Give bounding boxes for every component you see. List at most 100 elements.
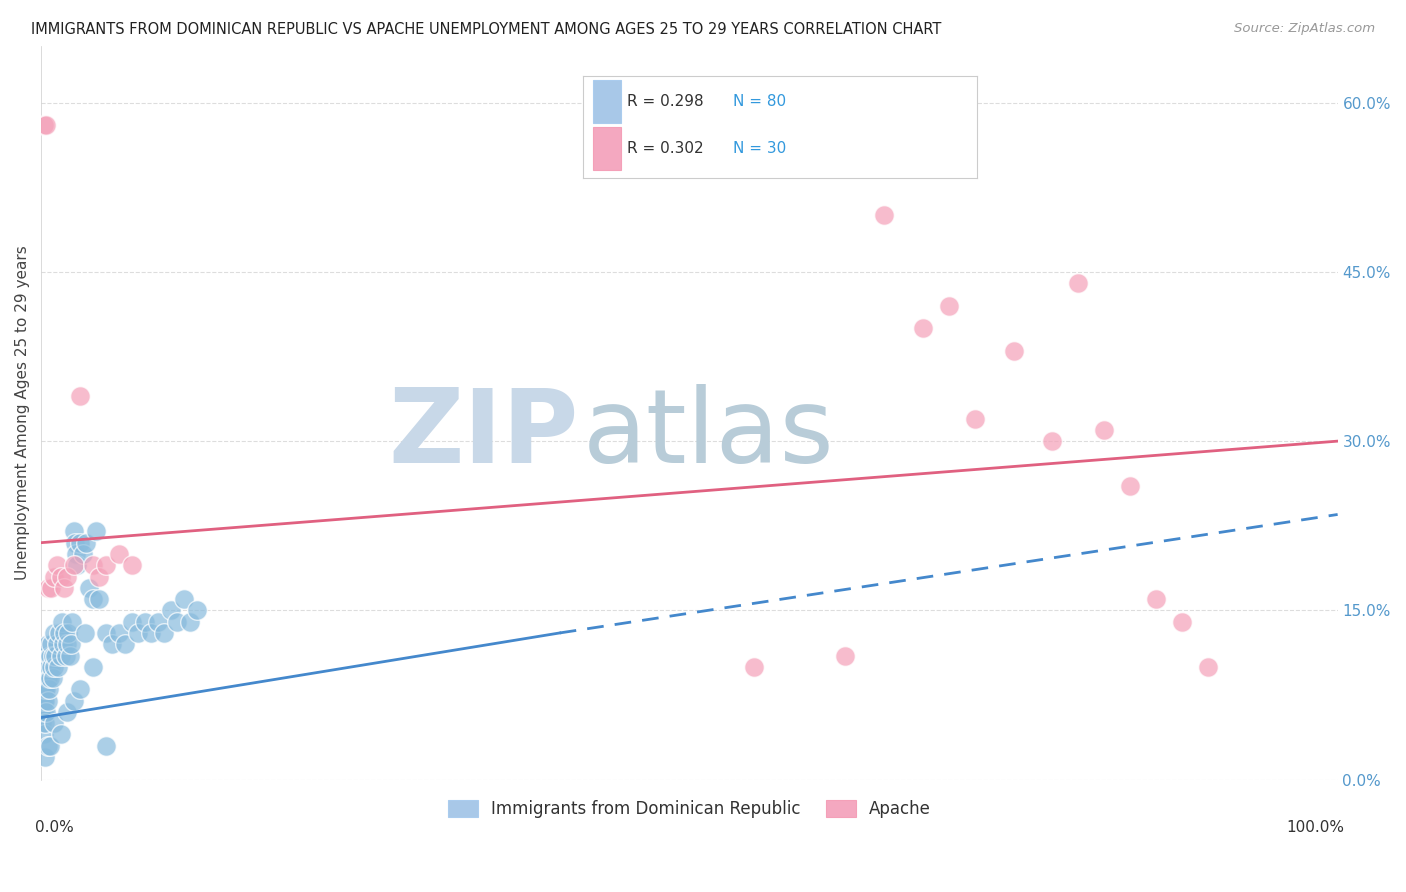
Point	[31, 716, 53, 731]
Point	[62, 693, 84, 707]
Point	[76, 535, 98, 549]
Point	[911, 321, 934, 335]
Point	[42, 716, 65, 731]
Point	[48, 626, 70, 640]
Point	[52, 637, 75, 651]
Point	[938, 299, 960, 313]
Point	[1042, 434, 1064, 449]
Text: 0.0%: 0.0%	[35, 820, 73, 835]
Point	[65, 547, 87, 561]
Point	[42, 660, 65, 674]
Point	[60, 615, 83, 629]
Point	[31, 682, 53, 697]
Point	[77, 581, 100, 595]
Point	[37, 637, 59, 651]
Point	[58, 626, 80, 640]
Point	[82, 592, 104, 607]
Point	[127, 626, 149, 640]
Text: N = 80: N = 80	[733, 94, 786, 109]
Point	[42, 648, 65, 663]
Point	[108, 626, 131, 640]
Point	[34, 750, 56, 764]
Point	[38, 682, 60, 697]
Point	[49, 648, 72, 663]
Point	[1171, 615, 1194, 629]
Point	[69, 682, 91, 697]
Text: IMMIGRANTS FROM DOMINICAN REPUBLIC VS APACHE UNEMPLOYMENT AMONG AGES 25 TO 29 YE: IMMIGRANTS FROM DOMINICAN REPUBLIC VS AP…	[31, 22, 941, 37]
Text: Source: ZipAtlas.com: Source: ZipAtlas.com	[1234, 22, 1375, 36]
Point	[34, 716, 56, 731]
Point	[186, 603, 208, 617]
Point	[45, 558, 67, 573]
Point	[53, 581, 76, 595]
Point	[59, 637, 82, 651]
Text: ZIP: ZIP	[389, 384, 579, 485]
Point	[31, 693, 53, 707]
Y-axis label: Unemployment Among Ages 25 to 29 years: Unemployment Among Ages 25 to 29 years	[15, 245, 30, 581]
Point	[72, 547, 94, 561]
Point	[35, 705, 58, 719]
Legend: Immigrants from Dominican Republic, Apache: Immigrants from Dominican Republic, Apac…	[440, 791, 939, 826]
Point	[1002, 343, 1025, 358]
Point	[38, 660, 60, 674]
Text: N = 30: N = 30	[733, 141, 786, 156]
Point	[44, 648, 66, 663]
Point	[42, 671, 65, 685]
Point	[108, 547, 131, 561]
Point	[742, 660, 765, 674]
Point	[45, 637, 67, 651]
Point	[32, 727, 55, 741]
Point	[1144, 592, 1167, 607]
Point	[39, 648, 62, 663]
Point	[1119, 479, 1142, 493]
Point	[1067, 276, 1090, 290]
Point	[873, 209, 896, 223]
Point	[55, 648, 77, 663]
Point	[166, 615, 188, 629]
Point	[37, 671, 59, 685]
Point	[114, 637, 136, 651]
Point	[141, 626, 163, 640]
Point	[41, 660, 63, 674]
Point	[32, 693, 55, 707]
Point	[1197, 660, 1219, 674]
Point	[56, 637, 79, 651]
Point	[49, 727, 72, 741]
Point	[42, 626, 65, 640]
Point	[31, 705, 53, 719]
Point	[75, 626, 97, 640]
Point	[53, 626, 76, 640]
Point	[89, 569, 111, 583]
Point	[963, 411, 986, 425]
Point	[41, 581, 63, 595]
Point	[32, 682, 55, 697]
Point	[56, 569, 79, 583]
Point	[121, 615, 143, 629]
Point	[159, 603, 181, 617]
Point	[56, 705, 79, 719]
Point	[69, 535, 91, 549]
Point	[84, 524, 107, 539]
Point	[34, 693, 56, 707]
Point	[34, 682, 56, 697]
Point	[1092, 423, 1115, 437]
Point	[41, 637, 63, 651]
Point	[49, 569, 72, 583]
Point	[37, 739, 59, 753]
Point	[82, 558, 104, 573]
Point	[51, 615, 73, 629]
Point	[35, 648, 58, 663]
Point	[173, 592, 195, 607]
Point	[34, 660, 56, 674]
Text: 100.0%: 100.0%	[1286, 820, 1344, 835]
Point	[37, 581, 59, 595]
Point	[153, 626, 176, 640]
Bar	[593, 80, 621, 123]
Point	[62, 558, 84, 573]
Point	[59, 648, 82, 663]
Point	[62, 524, 84, 539]
Point	[35, 118, 58, 132]
Point	[101, 637, 124, 651]
Text: R = 0.302: R = 0.302	[627, 141, 703, 156]
Point	[146, 615, 169, 629]
